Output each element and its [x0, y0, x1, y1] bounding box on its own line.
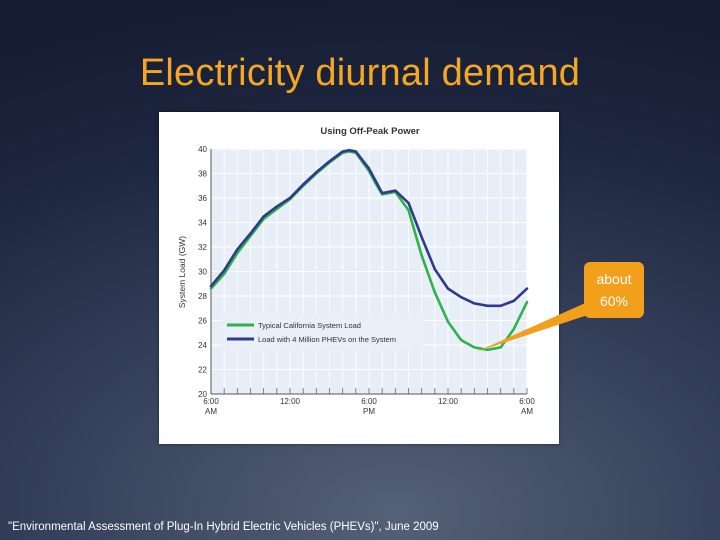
- x-tick-sublabel: PM: [363, 407, 375, 416]
- legend-label-phev: Load with 4 Million PHEVs on the System: [258, 335, 396, 344]
- chart-title: Using Off-Peak Power: [320, 126, 420, 137]
- citation: "Environmental Assessment of Plug-In Hyb…: [8, 521, 439, 533]
- chart-frame: Using Off-Peak Power System Load (GW) 20…: [159, 112, 559, 444]
- y-tick-label: 26: [198, 317, 207, 326]
- x-tick-label: 12:00: [280, 397, 301, 406]
- legend-box: [222, 314, 422, 350]
- y-tick-label: 28: [198, 292, 207, 301]
- series-line-phev: [209, 148, 529, 308]
- y-tick-label: 34: [198, 219, 207, 228]
- legend-label-typical: Typical California System Load: [258, 321, 361, 330]
- callout-box: about 60%: [584, 262, 644, 318]
- y-axis-label: System Load (GW): [177, 236, 187, 308]
- callout-text: about 60%: [596, 271, 632, 309]
- y-tick-label: 20: [198, 390, 207, 399]
- x-tick-label: 12:00: [438, 397, 459, 406]
- slide-title: Electricity diurnal demand: [139, 52, 581, 94]
- y-tick-label: 38: [198, 170, 207, 179]
- x-tick-label: 6:00: [361, 397, 377, 406]
- y-tick-label: 36: [198, 194, 207, 203]
- legend: Typical California System Load Load with…: [222, 314, 422, 350]
- x-tick-sublabel: AM: [521, 407, 533, 416]
- y-tick-label: 40: [198, 145, 207, 154]
- x-tick-label: 6:00: [519, 397, 535, 406]
- x-tick-sublabel: AM: [205, 407, 217, 416]
- y-tick-label: 30: [198, 268, 207, 277]
- y-tick-label: 22: [198, 366, 207, 375]
- series-layer: [209, 148, 529, 352]
- y-tick-label: 32: [198, 243, 207, 252]
- x-tick-label: 6:00: [203, 397, 219, 406]
- load-chart: Using Off-Peak Power System Load (GW) 20…: [177, 126, 535, 416]
- y-tick-label: 24: [198, 341, 207, 350]
